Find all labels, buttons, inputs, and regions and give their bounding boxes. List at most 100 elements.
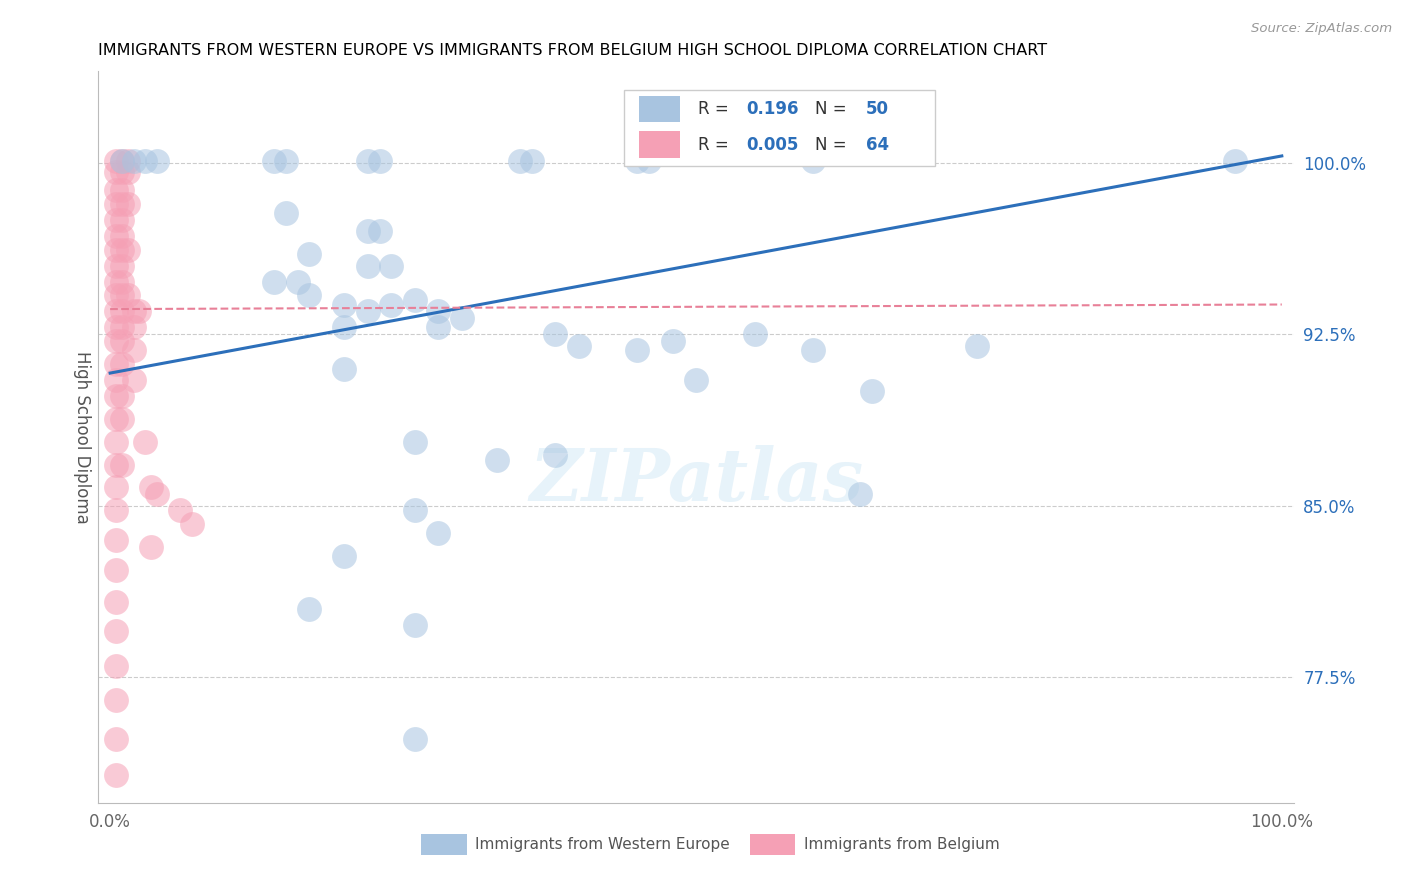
Point xyxy=(111,288,134,302)
FancyBboxPatch shape xyxy=(638,131,681,158)
Text: 50: 50 xyxy=(866,100,889,118)
Text: Immigrants from Western Europe: Immigrants from Western Europe xyxy=(475,837,730,852)
Point xyxy=(105,503,128,517)
Point xyxy=(128,304,150,318)
Point xyxy=(105,288,128,302)
Point xyxy=(849,487,872,501)
Point xyxy=(333,361,356,376)
Point xyxy=(105,594,128,608)
Point xyxy=(404,503,426,517)
Point xyxy=(111,458,134,472)
Point xyxy=(122,153,145,168)
Point xyxy=(404,731,426,746)
Point xyxy=(287,275,309,289)
Point xyxy=(146,487,169,501)
FancyBboxPatch shape xyxy=(422,833,467,855)
Text: 0.005: 0.005 xyxy=(747,136,799,153)
Point xyxy=(105,624,128,639)
Point xyxy=(122,343,145,358)
Point xyxy=(626,153,648,168)
Point xyxy=(105,197,128,211)
Point xyxy=(111,183,134,197)
Point xyxy=(117,197,139,211)
Point xyxy=(105,373,128,387)
Point xyxy=(801,343,824,358)
Point xyxy=(111,259,134,273)
Point xyxy=(638,153,661,168)
Text: 64: 64 xyxy=(866,136,889,153)
Point xyxy=(520,153,543,168)
Point xyxy=(333,320,356,334)
Point xyxy=(111,197,134,211)
Point xyxy=(105,411,128,425)
Point xyxy=(105,434,128,449)
Point xyxy=(568,338,591,352)
FancyBboxPatch shape xyxy=(749,833,796,855)
Text: R =: R = xyxy=(699,100,734,118)
Point xyxy=(111,334,134,348)
Point xyxy=(105,731,128,746)
Point xyxy=(117,288,139,302)
Point xyxy=(105,275,128,289)
Point xyxy=(134,153,156,168)
Point xyxy=(111,411,134,425)
Point xyxy=(122,304,145,318)
Point xyxy=(117,243,139,257)
Point xyxy=(274,206,297,220)
Point xyxy=(105,693,128,707)
Point xyxy=(117,153,139,168)
Point xyxy=(105,334,128,348)
Point xyxy=(111,153,134,168)
Point xyxy=(298,247,321,261)
Point xyxy=(146,153,169,168)
Point xyxy=(1223,153,1246,168)
Point xyxy=(181,516,204,531)
Point xyxy=(117,165,139,179)
Point xyxy=(111,357,134,371)
Point xyxy=(111,304,134,318)
Point xyxy=(111,153,134,168)
Point xyxy=(685,373,707,387)
Point xyxy=(105,458,128,472)
Point xyxy=(105,658,128,673)
Point xyxy=(333,297,356,311)
Point xyxy=(105,183,128,197)
Point xyxy=(357,304,380,318)
Point xyxy=(380,259,402,273)
Point xyxy=(105,389,128,403)
Point xyxy=(105,357,128,371)
Point xyxy=(111,228,134,243)
Point xyxy=(298,601,321,615)
Point xyxy=(111,320,134,334)
Point xyxy=(368,153,391,168)
Point xyxy=(380,297,402,311)
Point xyxy=(105,480,128,494)
Point xyxy=(105,533,128,547)
Point xyxy=(105,304,128,318)
Point xyxy=(661,334,683,348)
Text: N =: N = xyxy=(815,136,852,153)
Point xyxy=(263,275,285,289)
Point xyxy=(357,259,380,273)
FancyBboxPatch shape xyxy=(638,95,681,122)
Point xyxy=(357,153,380,168)
Point xyxy=(404,617,426,632)
Point xyxy=(169,503,191,517)
Text: N =: N = xyxy=(815,100,852,118)
Point xyxy=(105,259,128,273)
Point xyxy=(427,320,450,334)
Point xyxy=(111,243,134,257)
Point xyxy=(427,526,450,541)
Point xyxy=(105,320,128,334)
Point xyxy=(141,540,163,554)
Point xyxy=(626,343,648,358)
Point xyxy=(333,549,356,563)
Point xyxy=(509,153,531,168)
Point xyxy=(111,213,134,227)
Point xyxy=(105,563,128,577)
Point xyxy=(544,448,567,462)
Point xyxy=(298,288,321,302)
Point xyxy=(450,311,472,326)
Point xyxy=(111,165,134,179)
Point xyxy=(368,224,391,238)
